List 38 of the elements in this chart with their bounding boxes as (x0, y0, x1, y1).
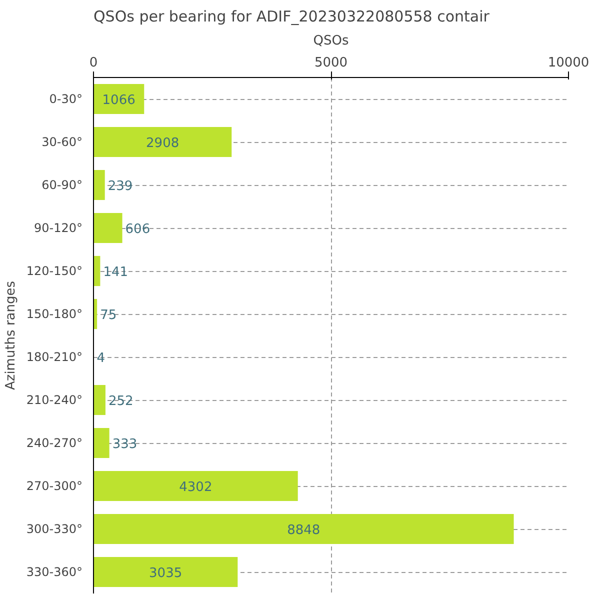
bar (94, 126, 232, 158)
y-tick-label: 150-180° (26, 307, 82, 321)
y-axis-title: Azimuths ranges (3, 280, 18, 390)
bar (94, 428, 110, 458)
data-label: 239 (108, 179, 133, 194)
y-tick-label: 120-150° (26, 264, 82, 278)
y-tick-label: 180-210° (26, 350, 82, 364)
data-label: 8848 (287, 523, 320, 538)
y-tick-label: 240-270° (26, 436, 82, 450)
data-label: 1066 (102, 93, 136, 108)
bar (94, 470, 298, 502)
y-tick-label: 30-60° (42, 135, 83, 149)
y-tick-label: 270-300° (26, 479, 82, 493)
data-label: 4302 (179, 480, 212, 495)
y-tick-label: 300-330° (26, 522, 82, 536)
data-label: 3035 (149, 566, 182, 581)
bar (94, 556, 238, 588)
data-label: 606 (125, 222, 150, 237)
y-tick-label: 60-90° (42, 178, 83, 192)
y-tick-label: 210-240° (26, 393, 82, 407)
y-tick-label: 90-120° (34, 221, 83, 235)
chart-title: QSOs per bearing for ADIF_20230322080558 contair (94, 8, 490, 26)
bar (94, 170, 105, 200)
data-label: 2908 (146, 136, 180, 151)
data-label: 75 (100, 308, 117, 323)
x-tick-label: 0 (89, 56, 98, 70)
y-tick-label: 0-30° (49, 92, 82, 106)
bar (94, 212, 122, 244)
data-label: 141 (103, 265, 128, 280)
bar (94, 514, 514, 544)
data-label: 333 (112, 437, 138, 452)
x-axis-title: QSOs (313, 34, 349, 48)
x-tick-label: 5000 (314, 56, 348, 70)
data-label: 252 (108, 394, 134, 409)
data-label: 4 (96, 351, 105, 366)
x-tick-label: 10000 (548, 56, 590, 70)
y-tick-label: 330-360° (26, 565, 82, 579)
bar (94, 384, 106, 416)
